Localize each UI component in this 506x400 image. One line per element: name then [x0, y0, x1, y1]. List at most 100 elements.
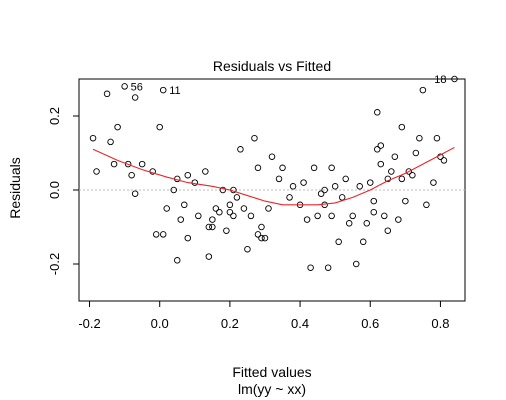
data-point — [388, 168, 395, 175]
data-point — [286, 194, 293, 201]
data-point — [247, 212, 255, 220]
data-point — [93, 168, 100, 175]
data-point — [159, 231, 167, 238]
data-point — [384, 227, 392, 234]
data-point — [289, 183, 297, 190]
data-point — [103, 90, 111, 98]
data-point — [377, 160, 385, 168]
data-point — [398, 123, 406, 131]
point-annotation: 11 — [169, 85, 180, 97]
data-point — [409, 171, 416, 179]
data-point — [328, 212, 335, 220]
y-tick-label: -0.2 — [47, 253, 62, 275]
data-point — [258, 234, 265, 242]
chart-title: Residuals vs Fitted — [213, 58, 331, 74]
data-point — [310, 164, 318, 172]
data-point — [233, 194, 241, 201]
x-tick-label: 0.6 — [361, 316, 379, 331]
data-point — [191, 179, 199, 186]
data-point — [138, 160, 146, 168]
data-points — [89, 75, 458, 271]
data-point — [451, 75, 458, 83]
data-point — [381, 212, 388, 220]
point-annotation: 18 — [434, 74, 446, 86]
data-point — [251, 134, 258, 142]
data-point — [254, 231, 262, 238]
data-point — [402, 197, 409, 205]
data-point — [184, 171, 192, 179]
x-axis-title: Fitted values — [232, 364, 311, 380]
data-point — [131, 94, 139, 101]
x-tick-label: 0.0 — [151, 316, 169, 331]
x-tick-label: -0.2 — [78, 316, 100, 331]
data-point — [265, 205, 272, 212]
data-point — [356, 183, 363, 190]
data-point — [275, 175, 283, 183]
data-point — [352, 260, 360, 268]
data-point — [423, 201, 430, 209]
y-tick-label: 0.2 — [47, 107, 62, 125]
data-point — [152, 231, 160, 238]
data-point — [209, 223, 216, 231]
data-point — [219, 186, 227, 194]
data-point — [338, 194, 346, 201]
data-point — [107, 138, 114, 146]
data-point — [177, 216, 185, 223]
data-point — [209, 216, 216, 223]
data-point — [391, 153, 399, 160]
data-point — [370, 197, 378, 205]
data-point — [254, 164, 262, 172]
data-point — [412, 149, 420, 157]
data-point — [430, 179, 437, 186]
data-point — [226, 201, 234, 209]
x-tick-label: 0.4 — [291, 316, 309, 331]
data-point — [433, 134, 441, 142]
data-point — [335, 238, 342, 246]
data-point — [359, 238, 367, 246]
data-point — [226, 208, 234, 216]
data-point — [205, 253, 213, 260]
data-point — [440, 157, 448, 164]
data-point — [398, 175, 406, 183]
data-point — [205, 223, 213, 231]
data-point — [279, 164, 286, 172]
data-point — [184, 234, 192, 242]
x-tick-label: 0.2 — [221, 316, 239, 331]
data-point — [110, 160, 118, 168]
data-point — [268, 153, 276, 160]
data-point — [244, 245, 251, 253]
data-point — [317, 190, 325, 197]
data-point — [89, 134, 97, 142]
data-point — [303, 216, 311, 223]
point-annotation: 56 — [131, 81, 143, 93]
data-point — [395, 216, 402, 223]
data-point — [377, 142, 385, 149]
x-axis-subtitle: lm(yy ~ xx) — [238, 381, 306, 397]
data-point — [202, 168, 209, 175]
data-point — [240, 205, 248, 212]
data-point — [124, 160, 132, 168]
data-point — [163, 205, 170, 212]
data-point — [367, 179, 374, 186]
data-point — [363, 220, 371, 227]
data-point — [261, 234, 269, 242]
y-tick-label: 0.0 — [47, 181, 62, 199]
data-point — [159, 86, 167, 94]
data-point — [384, 175, 392, 183]
data-point — [173, 257, 181, 264]
data-point — [342, 175, 349, 183]
data-point — [195, 212, 202, 220]
data-point — [212, 205, 220, 212]
data-point — [121, 83, 128, 90]
data-point — [237, 146, 244, 153]
data-point — [314, 212, 321, 220]
data-point — [181, 201, 188, 209]
data-point — [216, 208, 223, 216]
data-point — [223, 227, 230, 234]
data-point — [128, 171, 135, 179]
data-point — [416, 134, 423, 142]
data-point — [419, 86, 427, 94]
data-point — [131, 190, 139, 197]
